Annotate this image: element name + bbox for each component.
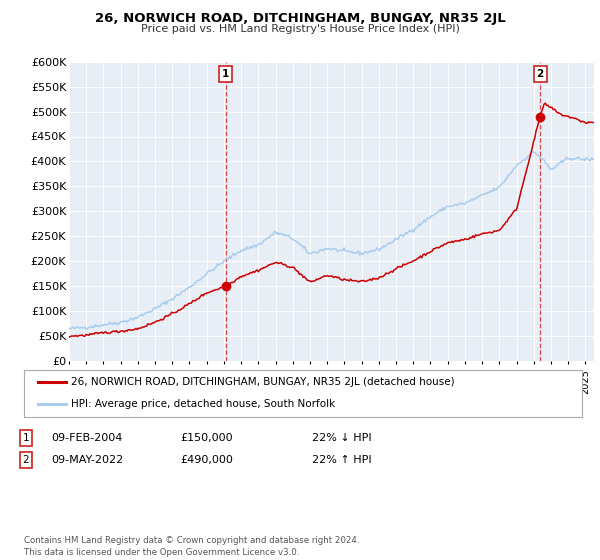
Text: 09-FEB-2004: 09-FEB-2004 <box>51 433 122 443</box>
Text: 1: 1 <box>22 433 29 443</box>
Text: Price paid vs. HM Land Registry's House Price Index (HPI): Price paid vs. HM Land Registry's House … <box>140 24 460 34</box>
Text: 2: 2 <box>22 455 29 465</box>
Text: 22% ↑ HPI: 22% ↑ HPI <box>312 455 371 465</box>
Text: HPI: Average price, detached house, South Norfolk: HPI: Average price, detached house, Sout… <box>71 399 335 409</box>
Text: 26, NORWICH ROAD, DITCHINGHAM, BUNGAY, NR35 2JL: 26, NORWICH ROAD, DITCHINGHAM, BUNGAY, N… <box>95 12 505 25</box>
Text: 1: 1 <box>222 69 229 79</box>
Text: £490,000: £490,000 <box>180 455 233 465</box>
Text: 2: 2 <box>536 69 544 79</box>
Text: £150,000: £150,000 <box>180 433 233 443</box>
Text: Contains HM Land Registry data © Crown copyright and database right 2024.
This d: Contains HM Land Registry data © Crown c… <box>24 536 359 557</box>
Text: 09-MAY-2022: 09-MAY-2022 <box>51 455 123 465</box>
Text: 22% ↓ HPI: 22% ↓ HPI <box>312 433 371 443</box>
Text: 26, NORWICH ROAD, DITCHINGHAM, BUNGAY, NR35 2JL (detached house): 26, NORWICH ROAD, DITCHINGHAM, BUNGAY, N… <box>71 377 455 388</box>
